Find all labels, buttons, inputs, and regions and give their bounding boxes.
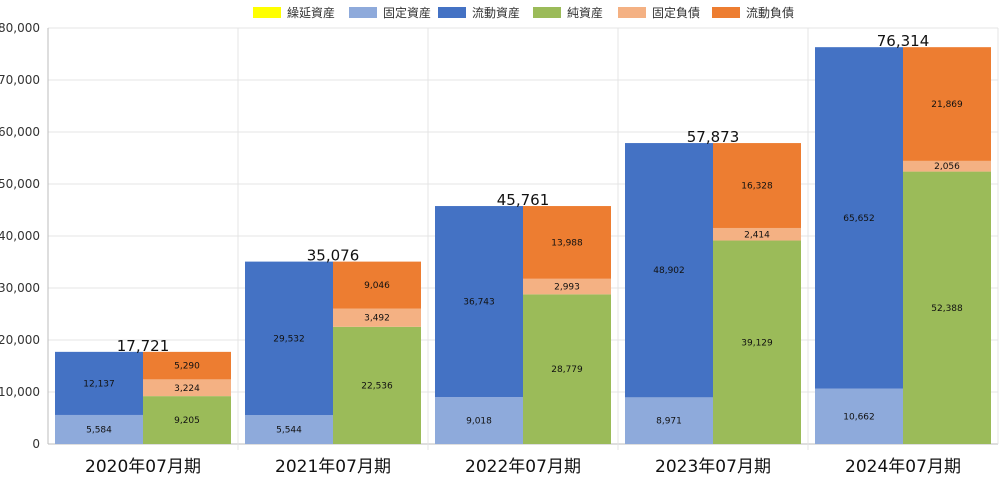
bar-segment-current-assets [625,143,713,398]
bar-segment-current-assets [435,206,523,398]
bar-segment-current-assets [55,351,143,415]
data-label: 9,046 [364,281,390,291]
bar-segment-current-assets [245,261,333,416]
data-label: 2,993 [554,283,580,293]
bar-segment-fixed-assets [55,414,143,444]
x-tick-label: 2024年07月期 [845,457,961,477]
y-tick-label: 20,000 [0,333,40,347]
total-label: 76,314 [877,32,930,50]
legend-label: 固定負債 [652,5,700,20]
data-label: 3,224 [174,384,200,394]
y-tick-label: 70,000 [0,73,40,87]
bar-segment-current-liabilities [523,206,611,279]
x-tick-label: 2022年07月期 [465,457,581,477]
y-tick-label: 0 [32,437,40,451]
data-label: 39,129 [741,338,773,348]
bar-segment-fixed-assets [815,388,903,444]
legend-label: 流動資産 [472,5,520,20]
bar-segment-fixed-liabilities [523,278,611,295]
legend-swatch [438,7,466,18]
legend-swatch [712,7,740,18]
legend-swatch [253,7,281,18]
data-label: 28,779 [551,365,583,375]
y-tick-label: 30,000 [0,281,40,295]
y-tick-label: 50,000 [0,177,40,191]
bar-segment-net-assets [713,240,801,444]
bar-segment-net-assets [333,326,421,444]
bar-segment-fixed-liabilities [903,160,991,172]
legend-swatch [533,7,561,18]
data-label: 2,414 [744,230,770,240]
data-label: 9,018 [466,417,492,427]
bar-segment-fixed-assets [435,397,523,444]
x-tick-label: 2023年07月期 [655,457,771,477]
data-label: 48,902 [653,266,685,276]
bar-segment-net-assets [523,294,611,444]
legend-item: 繰延資産 [253,5,335,20]
y-tick-label: 60,000 [0,125,40,139]
legend-label: 流動負債 [746,5,794,20]
total-label: 35,076 [307,247,360,265]
data-label: 65,652 [843,214,875,224]
bar-segment-fixed-liabilities [713,227,801,241]
legend-item: 固定資産 [349,5,431,20]
legend-label: 純資産 [567,5,603,20]
legend-swatch [618,7,646,18]
legend-item: 流動資産 [438,5,520,20]
data-label: 22,536 [361,381,393,391]
data-label: 5,544 [276,426,302,436]
total-label: 57,873 [687,128,740,146]
data-label: 3,492 [364,314,390,324]
bar-segment-current-liabilities [713,143,801,228]
legend-item: 流動負債 [712,5,794,20]
bar-segment-current-assets [815,47,903,389]
bar-segment-current-liabilities [333,261,421,309]
data-label: 29,532 [273,334,305,344]
chart-axes: 0 10,000 20,000 30,000 40,000 50,000 60,000 70,… [0,21,961,477]
legend-item: 純資産 [533,5,603,20]
bar-segment-fixed-assets [245,415,333,444]
data-label: 8,971 [656,417,682,427]
data-label: 5,290 [174,362,200,372]
chart-bars [55,47,991,444]
y-tick-label: 40,000 [0,229,40,243]
total-label: 45,761 [497,191,550,209]
legend-swatch [349,7,377,18]
data-label: 2,056 [934,162,960,172]
bar-segment-net-assets [143,396,231,444]
legend-item: 固定負債 [618,5,700,20]
data-label: 12,137 [83,379,115,389]
legend-label: 固定資産 [383,5,431,20]
y-tick-label: 80,000 [0,21,40,35]
x-tick-label: 2021年07月期 [275,457,391,477]
y-tick-label: 10,000 [0,385,40,399]
data-label: 10,662 [843,412,875,422]
data-label: 21,869 [931,100,963,110]
data-label: 52,388 [931,304,963,314]
data-label: 5,584 [86,425,112,435]
x-tick-label: 2020年07月期 [85,457,201,477]
bar-segment-fixed-assets [625,397,713,444]
data-label: 36,743 [463,298,495,308]
data-label: 16,328 [741,182,773,192]
bar-segment-current-liabilities [143,351,231,380]
bar-segment-fixed-liabilities [143,379,231,397]
data-label: 13,988 [551,238,583,248]
bar-segment-fixed-liabilities [333,308,421,327]
total-label: 17,721 [117,337,170,355]
bar-segment-net-assets [903,171,991,444]
legend-label: 繰延資産 [287,5,335,20]
data-label: 9,205 [174,416,200,426]
chart-labels: 5,584 12,137 9,205 3,224 5,290 17,721 5,544 29,… [83,32,963,435]
chart-legend: 繰延資産 固定資産 流動資産 純資産 固定負債 流動負債 [253,5,794,20]
bar-segment-current-liabilities [903,47,991,161]
